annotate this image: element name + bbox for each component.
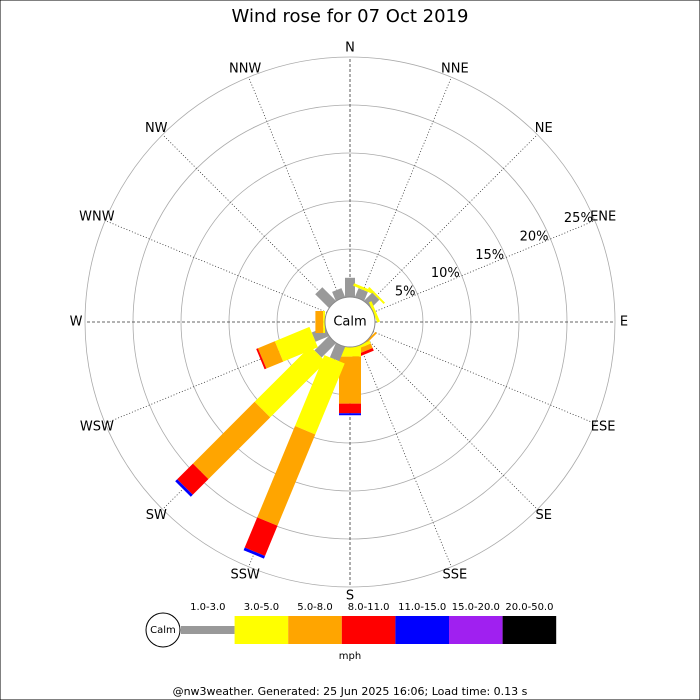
wind-bar [339, 403, 361, 414]
wind-bar [274, 326, 318, 362]
wind-bar [254, 346, 326, 418]
chart-title: Wind rose for 07 Oct 2019 [232, 6, 469, 27]
wind-bar [339, 413, 361, 416]
spoke [372, 220, 595, 313]
spoke [105, 220, 328, 313]
direction-label: NNW [229, 61, 261, 76]
legend-swatch [395, 616, 449, 644]
legend-swatch [449, 616, 503, 644]
wind-bar [175, 479, 193, 497]
unit-label: mph [339, 651, 361, 662]
wind-bar [257, 426, 316, 526]
ring-label: 15% [475, 248, 504, 263]
legend-swatch [288, 616, 342, 644]
wind-bar [315, 311, 324, 333]
direction-label: S [346, 589, 354, 604]
direction-label: WSW [80, 419, 114, 434]
wind-bar [329, 343, 346, 362]
direction-label: E [620, 315, 628, 330]
wind-bar [353, 283, 375, 295]
wind-bar [256, 348, 267, 370]
direction-label: SSE [442, 568, 467, 583]
direction-label: NNE [441, 61, 469, 76]
wind-bar [315, 287, 336, 308]
wind-bar [314, 336, 336, 358]
legend-label: 5.0-8.0 [297, 602, 332, 613]
wind-bar [295, 355, 345, 435]
wind-bar [345, 277, 355, 297]
spoke [359, 344, 452, 567]
spoke [367, 339, 538, 510]
wind-bar [339, 347, 361, 357]
wind-bar [368, 301, 380, 323]
legend-swatch [502, 616, 557, 644]
legend-calm [145, 612, 181, 648]
footer: @nw3weather. Generated: 25 Jun 2025 16:0… [173, 685, 528, 698]
direction-label: NE [535, 121, 553, 136]
ring-label: 20% [520, 229, 549, 244]
legend-label: 11.0-15.0 [398, 602, 446, 613]
wind-bar [244, 517, 278, 556]
wind-bar [368, 287, 385, 304]
wind-bar [192, 401, 271, 480]
direction-label: ESE [591, 419, 616, 434]
wind-bar [257, 341, 284, 369]
spoke [162, 134, 333, 305]
ring [180, 152, 520, 492]
spoke [248, 77, 341, 300]
legend-label: 3.0-5.0 [244, 602, 279, 613]
direction-label: NW [145, 121, 168, 136]
calm-label: Calm [333, 315, 366, 330]
spoke [367, 134, 538, 305]
direction-label: SE [536, 508, 552, 523]
legend-calm-label: Calm [150, 625, 176, 636]
wind-bar [243, 547, 265, 559]
wind-bar [323, 311, 325, 333]
direction-label: SSW [230, 568, 260, 583]
ring [84, 56, 616, 588]
calm-circle [324, 296, 376, 348]
direction-label: WNW [79, 210, 115, 225]
legend-label: 1.0-3.0 [190, 602, 225, 613]
wind-bar [354, 288, 368, 301]
legend-swatch [234, 616, 289, 644]
legend-label: 20.0-50.0 [505, 602, 553, 613]
wind-bar [332, 288, 346, 301]
direction-label: N [345, 41, 355, 56]
direction-label: ENE [590, 210, 616, 225]
wind-bar [339, 356, 361, 404]
legend-swatch [341, 616, 396, 644]
legend-label: 8.0-11.0 [348, 602, 390, 613]
ring-label: 10% [431, 266, 460, 281]
spoke [359, 77, 452, 300]
legend-label: 15.0-20.0 [452, 602, 500, 613]
ring-label: 5% [395, 285, 416, 300]
ring-label: 25% [564, 211, 593, 226]
direction-label: W [70, 315, 83, 330]
direction-label: SW [146, 508, 167, 523]
legend-swatch [181, 626, 235, 634]
spoke [372, 331, 595, 424]
